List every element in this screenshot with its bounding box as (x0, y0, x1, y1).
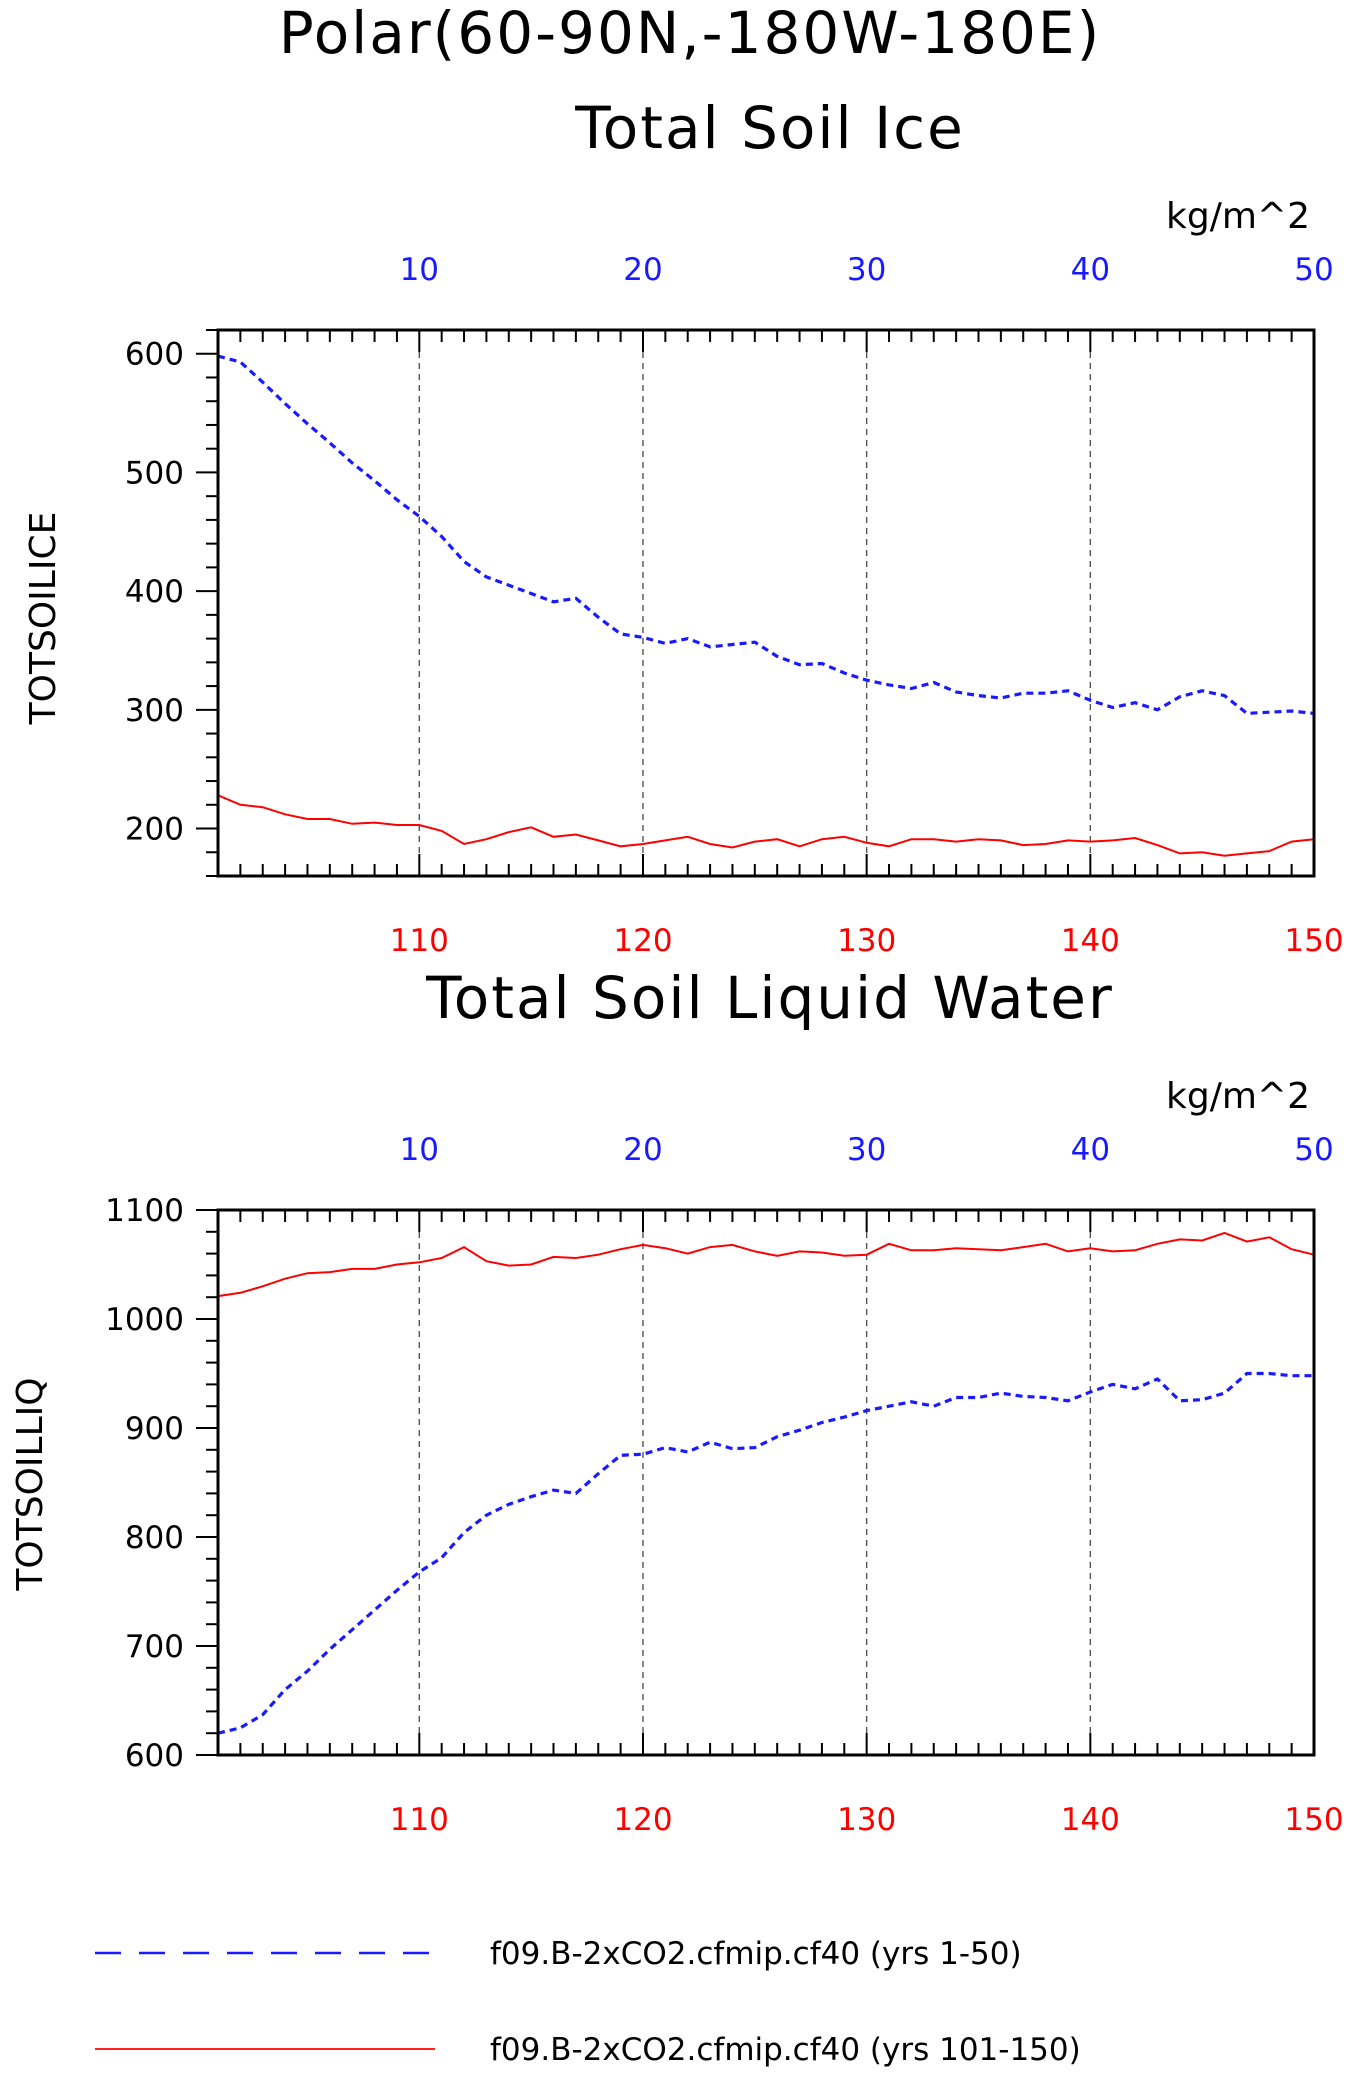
y-tick-label: 1100 (105, 1193, 184, 1229)
y-tick-label: 900 (125, 1411, 184, 1447)
y-tick-label: 1000 (105, 1302, 184, 1338)
y-tick-label: 600 (125, 337, 184, 373)
bottom-tick-label: 110 (390, 923, 449, 959)
legend-label: f09.B-2xCO2.cfmip.cf40 (yrs 101-150) (490, 2032, 1081, 2068)
units-label: kg/m^2 (1166, 196, 1310, 237)
y-axis-label: TOTSOILLIQ (10, 1377, 51, 1591)
bottom-tick-label: 150 (1284, 1802, 1343, 1838)
top-tick-label: 50 (1294, 1132, 1333, 1168)
top-tick-label: 20 (623, 1132, 662, 1168)
series-line-yrs-1-50 (217, 354, 1315, 716)
y-tick-label: 700 (125, 1629, 184, 1665)
plot-frame (216, 328, 1316, 878)
top-tick-label: 30 (847, 1132, 886, 1168)
units-label: kg/m^2 (1166, 1076, 1310, 1117)
top-tick-label: 40 (1071, 1132, 1110, 1168)
y-tick-label: 800 (125, 1520, 184, 1556)
series-layer (217, 1231, 1315, 1735)
y-tick-label: 500 (125, 455, 184, 491)
axes: 10 20 30 40 50 110 120 130 140 150 200 300 400 500 600 (125, 252, 1344, 959)
panel-total-soil-ice: Total Soil Ice kg/m^2 TOTSOILICE 10 20 30 4… (23, 94, 1344, 959)
grid-lines (418, 330, 1092, 876)
series-line-yrs-1-50 (217, 1371, 1314, 1735)
top-tick-label: 20 (623, 252, 662, 288)
top-tick-label: 10 (400, 1132, 439, 1168)
series-line-yrs-101-150 (217, 1231, 1315, 1298)
legend-label: f09.B-2xCO2.cfmip.cf40 (yrs 1-50) (490, 1936, 1022, 1972)
panel-total-soil-liquid-water: Total Soil Liquid Water kg/m^2 TOTSOILLI… (10, 964, 1344, 1838)
axes: 10 20 30 40 50 110 120 130 140 150 600 700 800 900 100… (105, 1132, 1343, 1838)
figure-title: Polar(60-90N,-180W-180E) (279, 0, 1101, 67)
series-line-yrs-101-150 (217, 794, 1315, 857)
grid-lines (418, 1210, 1092, 1755)
y-tick-label: 300 (125, 693, 184, 729)
bottom-tick-label: 130 (837, 1802, 896, 1838)
legend: f09.B-2xCO2.cfmip.cf40 (yrs 1-50) f09.B-… (95, 1936, 1081, 2068)
bottom-tick-label: 140 (1061, 923, 1120, 959)
y-tick-label: 200 (125, 812, 184, 848)
panel-title: Total Soil Liquid Water (425, 964, 1114, 1032)
bottom-tick-label: 120 (613, 923, 672, 959)
plot-frame (216, 1208, 1316, 1757)
bottom-tick-label: 120 (613, 1802, 672, 1838)
bottom-tick-label: 110 (390, 1802, 449, 1838)
legend-item: f09.B-2xCO2.cfmip.cf40 (yrs 1-50) (95, 1936, 1022, 1972)
bottom-tick-label: 150 (1284, 923, 1343, 959)
panel-title: Total Soil Ice (574, 94, 965, 162)
top-tick-label: 10 (400, 252, 439, 288)
y-axis-label: TOTSOILICE (23, 512, 64, 726)
y-tick-label: 600 (125, 1738, 184, 1774)
series-layer (217, 354, 1315, 857)
y-tick-label: 400 (125, 574, 184, 610)
bottom-tick-label: 140 (1061, 1802, 1120, 1838)
legend-item: f09.B-2xCO2.cfmip.cf40 (yrs 101-150) (95, 2032, 1081, 2068)
top-tick-label: 40 (1071, 252, 1110, 288)
top-tick-label: 30 (847, 252, 886, 288)
top-tick-label: 50 (1294, 252, 1333, 288)
bottom-tick-label: 130 (837, 923, 896, 959)
